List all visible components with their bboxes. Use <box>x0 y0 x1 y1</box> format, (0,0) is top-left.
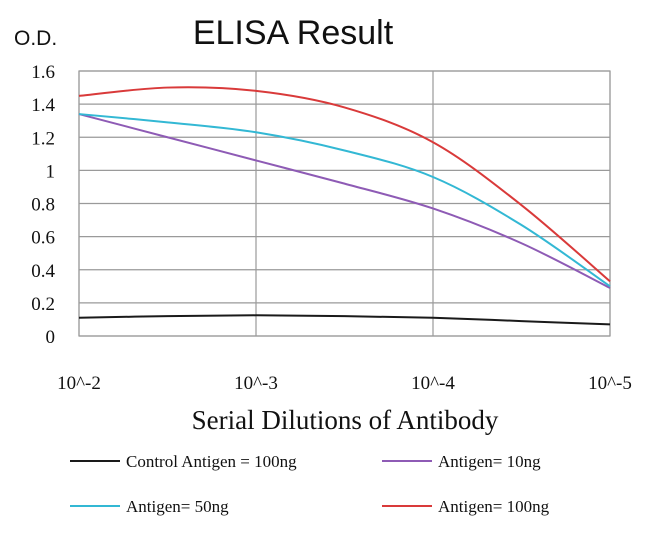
x-tick-label: 10^-2 <box>57 373 101 394</box>
y-tick-label: 1 <box>46 161 56 182</box>
plot-border <box>78 70 611 337</box>
legend-label: Control Antigen = 100ng <box>126 452 297 471</box>
legend-label: Antigen= 100ng <box>438 497 550 516</box>
x-axis-label: Serial Dilutions of Antibody <box>192 405 499 435</box>
series-line-4 <box>78 86 611 283</box>
chart-title: ELISA Result <box>193 14 394 52</box>
y-tick-label: 0.6 <box>31 228 55 249</box>
y-tick-label: 0.8 <box>31 195 55 216</box>
y-axis-label: O.D. <box>14 27 57 50</box>
x-tick-label: 10^-5 <box>588 373 632 394</box>
legend-label: Antigen= 10ng <box>438 452 541 471</box>
y-tick-labels: 0 0.2 0.4 0.6 0.8 1 1.2 1.4 1.6 <box>31 62 55 348</box>
x-tick-label: 10^-4 <box>411 373 455 394</box>
y-tick-label: 1.6 <box>31 62 55 83</box>
grid-layer <box>78 70 611 337</box>
y-tick-label: 0 <box>46 327 56 348</box>
legend-label: Antigen= 50ng <box>126 497 229 516</box>
y-tick-label: 1.4 <box>31 95 55 116</box>
y-tick-label: 0.4 <box>31 261 55 282</box>
series-layer <box>78 86 611 326</box>
series-line-2 <box>78 113 611 289</box>
series-line-1 <box>78 314 611 326</box>
y-tick-label: 1.2 <box>31 128 55 149</box>
series-line-3 <box>78 113 611 288</box>
legend: Control Antigen = 100ng Antigen= 10ng Anti… <box>70 452 550 516</box>
x-tick-label: 10^-3 <box>234 373 278 394</box>
x-tick-labels: 10^-2 10^-3 10^-4 10^-5 <box>57 373 632 394</box>
y-tick-label: 0.2 <box>31 294 55 315</box>
